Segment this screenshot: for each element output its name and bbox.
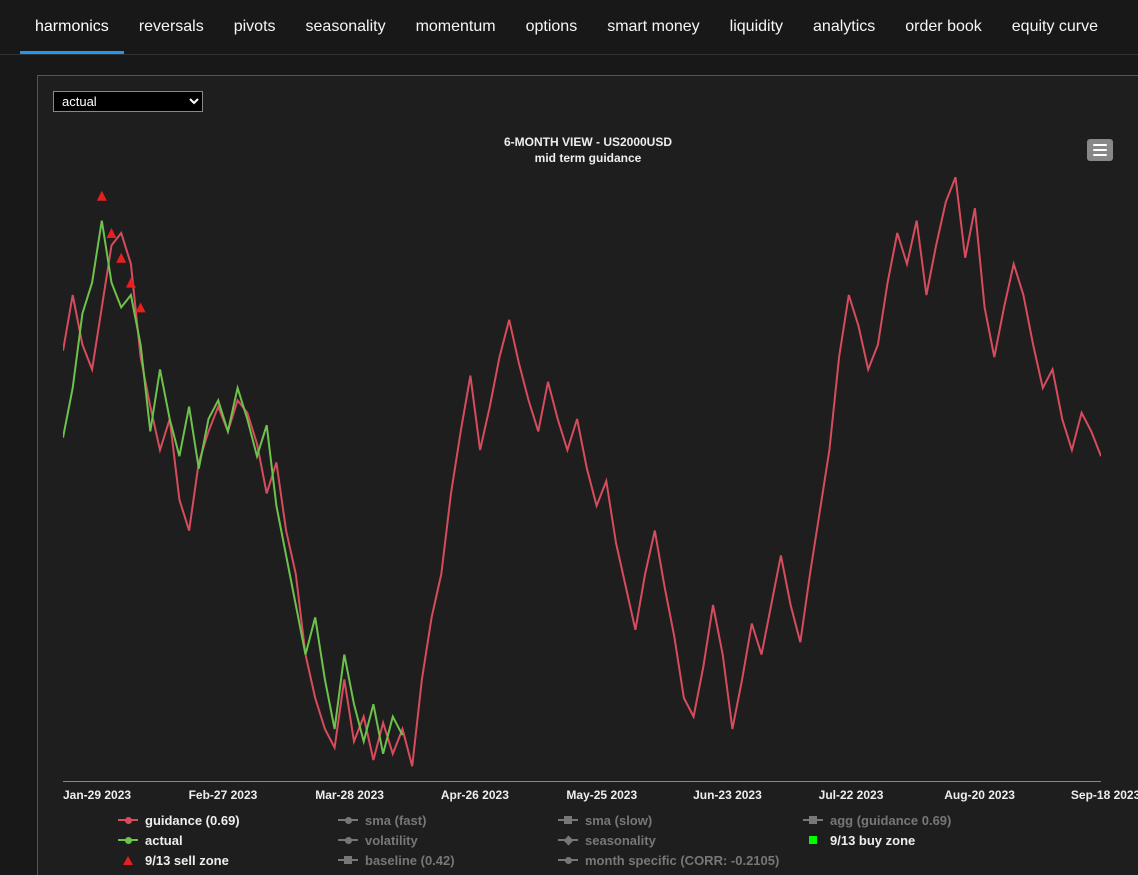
series-select[interactable]: actual (53, 91, 203, 112)
series-guidance (63, 177, 1101, 766)
legend-label: volatility (365, 833, 418, 848)
legend-symbol (558, 814, 578, 826)
chart-title-main: 6-MONTH VIEW - US2000USD (38, 135, 1138, 149)
legend-item[interactable]: month specific (CORR: -0.2105) (558, 851, 798, 869)
legend-item[interactable]: baseline (0.42) (338, 851, 553, 869)
tab-options[interactable]: options (511, 0, 593, 54)
xaxis-tick: Sep-18 2023 (1071, 788, 1138, 802)
xaxis-tick: Aug-20 2023 (944, 788, 1015, 802)
tab-reversals[interactable]: reversals (124, 0, 219, 54)
series-actual (63, 221, 403, 754)
chart-title-sub: mid term guidance (38, 151, 1138, 165)
chart-panel: actual 6-MONTH VIEW - US2000USD mid term… (37, 75, 1138, 875)
legend-label: sma (slow) (585, 813, 652, 828)
xaxis-tick: Mar-28 2023 (315, 788, 384, 802)
sell-zone-marker (116, 253, 126, 263)
legend-item[interactable]: actual (118, 831, 333, 849)
legend-symbol (803, 814, 823, 826)
sell-zone-marker (97, 191, 107, 201)
legend-label: seasonality (585, 833, 656, 848)
legend-item[interactable]: volatility (338, 831, 553, 849)
legend-symbol (338, 814, 358, 826)
tab-harmonics[interactable]: harmonics (20, 0, 124, 54)
xaxis-tick: May-25 2023 (566, 788, 637, 802)
legend-label: baseline (0.42) (365, 853, 455, 868)
legend-item[interactable]: sma (fast) (338, 811, 553, 829)
legend-label: month specific (CORR: -0.2105) (585, 853, 779, 868)
xaxis-tick: Jan-29 2023 (63, 788, 131, 802)
sell-zone-marker (136, 302, 146, 312)
legend-item[interactable]: 9/13 sell zone (118, 851, 333, 869)
legend-item[interactable]: agg (guidance 0.69) (803, 811, 1018, 829)
legend-symbol (803, 834, 823, 846)
xaxis-tick: Feb-27 2023 (189, 788, 258, 802)
chart-plot (63, 171, 1101, 791)
tab-seasonality[interactable]: seasonality (291, 0, 401, 54)
legend-symbol (338, 834, 358, 846)
tab-momentum[interactable]: momentum (401, 0, 511, 54)
legend-label: 9/13 sell zone (145, 853, 229, 868)
chart-legend: guidance (0.69) sma (fast) sma (slow) agg (… (118, 811, 1118, 869)
legend-item[interactable]: guidance (0.69) (118, 811, 333, 829)
chart-xaxis: Jan-29 2023 Feb-27 2023 Mar-28 2023 Apr-26 … (63, 781, 1101, 801)
xaxis-tick: Apr-26 2023 (441, 788, 509, 802)
sell-zone-marker (126, 278, 136, 288)
tab-smart-money[interactable]: smart money (592, 0, 714, 54)
legend-item[interactable]: 9/13 buy zone (803, 831, 1018, 849)
xaxis-tick: Jul-22 2023 (819, 788, 884, 802)
legend-label: agg (guidance 0.69) (830, 813, 951, 828)
legend-label: 9/13 buy zone (830, 833, 915, 848)
tab-order-book[interactable]: order book (890, 0, 997, 54)
tab-liquidity[interactable]: liquidity (715, 0, 798, 54)
tab-pivots[interactable]: pivots (219, 0, 291, 54)
legend-symbol (118, 834, 138, 846)
xaxis-tick: Jun-23 2023 (693, 788, 762, 802)
tab-analytics[interactable]: analytics (798, 0, 890, 54)
chart-title: 6-MONTH VIEW - US2000USD mid term guidan… (38, 135, 1138, 165)
legend-label: actual (145, 833, 183, 848)
legend-item[interactable]: seasonality (558, 831, 798, 849)
legend-label: guidance (0.69) (145, 813, 240, 828)
tab-bar: harmonicsreversalspivotsseasonalitymomen… (0, 0, 1138, 55)
series-selector[interactable]: actual (53, 91, 203, 112)
legend-symbol (558, 854, 578, 866)
legend-symbol (118, 854, 138, 866)
tab-equity-curve[interactable]: equity curve (997, 0, 1113, 54)
legend-label: sma (fast) (365, 813, 426, 828)
legend-symbol (558, 834, 578, 846)
sell-zone-marker (107, 228, 117, 238)
legend-item[interactable]: sma (slow) (558, 811, 798, 829)
legend-symbol (338, 854, 358, 866)
legend-symbol (118, 814, 138, 826)
